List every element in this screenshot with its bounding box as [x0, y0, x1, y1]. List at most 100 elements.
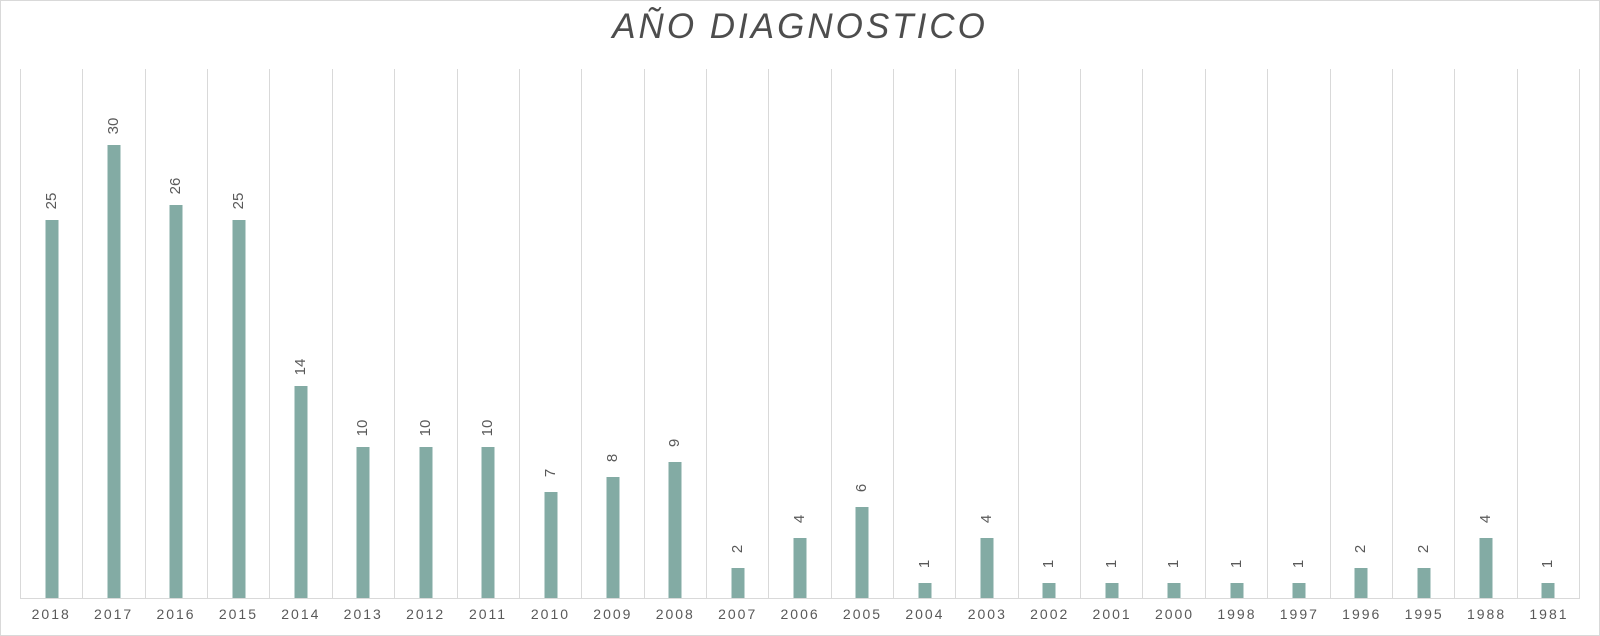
- category-label: 2004: [905, 606, 945, 622]
- x-axis-tick: 2008: [644, 599, 706, 629]
- x-axis-tick: 2007: [706, 599, 768, 629]
- bar-value-label: 10: [354, 419, 372, 437]
- category-label: 2014: [281, 606, 321, 622]
- bar: [356, 446, 370, 598]
- chart-column: 2: [705, 69, 768, 598]
- bar-value-label: 1: [915, 559, 933, 569]
- x-axis-tick: 2002: [1019, 599, 1081, 629]
- x-axis-tick: 2011: [457, 599, 519, 629]
- chart-column: 7: [518, 69, 581, 598]
- bar-value-label: 1: [1040, 559, 1058, 569]
- category-label: 2010: [530, 606, 571, 622]
- chart-column: 10: [394, 69, 456, 598]
- category-label: 2008: [655, 606, 695, 622]
- chart-column: 14: [269, 69, 331, 598]
- x-axis-tick: 2017: [82, 599, 144, 629]
- x-axis-tick: 2003: [956, 599, 1018, 629]
- x-axis-tick: 1988: [1455, 599, 1517, 629]
- x-axis-tick: 2006: [769, 599, 831, 629]
- chart-column: 4: [768, 69, 830, 598]
- bar: [1292, 582, 1306, 598]
- x-axis-tick: 2001: [1081, 599, 1143, 629]
- bar-value-label: 8: [603, 453, 621, 463]
- bar-value-label: 10: [479, 419, 497, 437]
- x-axis-tick: 1996: [1331, 599, 1393, 629]
- chart-column: 1: [1080, 69, 1142, 598]
- category-label: 2007: [718, 606, 758, 622]
- bar: [1354, 567, 1368, 598]
- bar-value-label: 1: [1102, 559, 1120, 569]
- chart-column: 1: [1142, 69, 1204, 598]
- x-axis-tick: 1981: [1518, 599, 1580, 629]
- category-label: 2011: [468, 606, 508, 622]
- bar-value-label: 1: [1539, 559, 1557, 569]
- x-axis: 2018 2017 2016 2015 2014 2013 2012 2011 2010 2009…: [20, 599, 1580, 629]
- bar: [1167, 582, 1181, 598]
- x-axis-tick: 2014: [270, 599, 332, 629]
- chart-title: AÑO DIAGNOSTICO: [612, 7, 988, 46]
- x-axis-tick: 2018: [20, 599, 82, 629]
- category-label: 2015: [218, 606, 258, 622]
- category-label: 2016: [156, 606, 196, 622]
- bar-value-label: 6: [853, 484, 871, 493]
- chart-column: 1: [1267, 69, 1329, 598]
- bar-value-label: 1: [1227, 559, 1245, 569]
- bar: [232, 220, 246, 598]
- category-label: 1997: [1279, 606, 1319, 622]
- bar: [606, 477, 620, 598]
- bar: [918, 582, 932, 598]
- category-label: 2017: [94, 606, 134, 622]
- bar: [1417, 567, 1431, 598]
- x-axis-tick: 2009: [582, 599, 644, 629]
- bar-value-label: 25: [229, 192, 247, 210]
- bar: [980, 537, 994, 598]
- chart-column: 8: [581, 69, 643, 598]
- category-label: 2009: [593, 606, 633, 622]
- bar-value-label: 2: [728, 544, 746, 553]
- category-label: 2006: [780, 606, 820, 622]
- category-label: 1996: [1342, 606, 1382, 622]
- category-label: 2005: [842, 606, 883, 622]
- chart-column: 26: [144, 69, 207, 598]
- category-label: 2003: [967, 606, 1007, 622]
- chart-column: 25: [207, 69, 269, 598]
- bar-value-label: 4: [978, 514, 996, 523]
- x-axis-tick: 2016: [145, 599, 207, 629]
- category-label: 2018: [31, 606, 71, 622]
- bar-value-label: 4: [790, 514, 808, 523]
- bar-value-label: 7: [541, 469, 559, 478]
- x-axis-tick: 1997: [1268, 599, 1330, 629]
- chart-column: 1: [1204, 69, 1267, 598]
- category-label: 2002: [1030, 606, 1070, 622]
- bar: [1541, 582, 1555, 598]
- chart-column: 4: [955, 69, 1017, 598]
- bar: [45, 220, 59, 598]
- chart-column: 1: [893, 69, 955, 598]
- bar: [544, 492, 558, 598]
- bar-value-label: 1: [1165, 559, 1183, 569]
- x-axis-tick: 2004: [894, 599, 956, 629]
- chart-column: 9: [643, 69, 706, 598]
- chart-column: 1: [1017, 69, 1080, 598]
- bar: [731, 567, 745, 598]
- category-label: 2013: [343, 606, 383, 622]
- x-axis-tick: 2010: [519, 599, 581, 629]
- x-axis-tick: 2015: [207, 599, 269, 629]
- category-label: 1998: [1217, 606, 1257, 622]
- category-label: 1988: [1466, 606, 1507, 622]
- chart-column: 4: [1454, 69, 1516, 598]
- x-axis-tick: 1995: [1393, 599, 1455, 629]
- bar-value-label: 9: [666, 438, 684, 448]
- x-axis-tick: 2013: [332, 599, 394, 629]
- chart-column: 30: [82, 69, 144, 598]
- category-label: 2001: [1092, 606, 1132, 622]
- x-axis-tick: 1998: [1206, 599, 1268, 629]
- bar: [481, 446, 495, 598]
- bar: [1479, 537, 1493, 598]
- bar-value-label: 4: [1476, 514, 1494, 523]
- bar-value-label: 25: [42, 192, 60, 210]
- chart-column: 2: [1391, 69, 1454, 598]
- bar: [793, 537, 807, 598]
- chart-column: 10: [331, 69, 394, 598]
